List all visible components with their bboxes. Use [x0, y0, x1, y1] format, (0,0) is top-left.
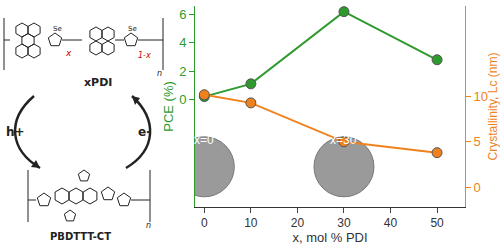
svg-text:x, mol % PDI: x, mol % PDI [292, 230, 367, 245]
svg-text:30: 30 [337, 216, 351, 230]
svg-text:n: n [157, 69, 162, 78]
svg-text:0: 0 [179, 92, 186, 107]
svg-text:e-: e- [138, 125, 151, 139]
svg-text:5: 5 [474, 134, 481, 149]
svg-text:h+: h+ [6, 125, 25, 139]
svg-text:4: 4 [179, 35, 186, 50]
svg-text:0: 0 [474, 180, 481, 195]
svg-text:PCE (%): PCE (%) [161, 81, 176, 132]
svg-text:40: 40 [384, 216, 398, 230]
svg-text:20: 20 [291, 216, 305, 230]
svg-text:Se: Se [128, 25, 137, 33]
svg-text:x=30: x=30 [330, 133, 357, 147]
svg-text:0: 0 [201, 216, 208, 230]
svg-text:1-x: 1-x [138, 51, 151, 60]
svg-text:6: 6 [179, 7, 186, 22]
svg-text:50: 50 [430, 216, 444, 230]
svg-text:x: x [65, 48, 72, 58]
svg-text:Se: Se [53, 25, 62, 33]
svg-text:2: 2 [179, 64, 186, 79]
svg-text:x=0: x=0 [194, 133, 214, 147]
svg-text:10: 10 [474, 89, 488, 104]
svg-text:Crystallinity, Lc (nm): Crystallinity, Lc (nm) [486, 53, 500, 161]
svg-text:10: 10 [244, 216, 258, 230]
svg-text:xPDI: xPDI [84, 76, 112, 89]
svg-text:n: n [146, 221, 151, 230]
svg-text:PBDTTT-CT: PBDTTT-CT [50, 231, 111, 242]
